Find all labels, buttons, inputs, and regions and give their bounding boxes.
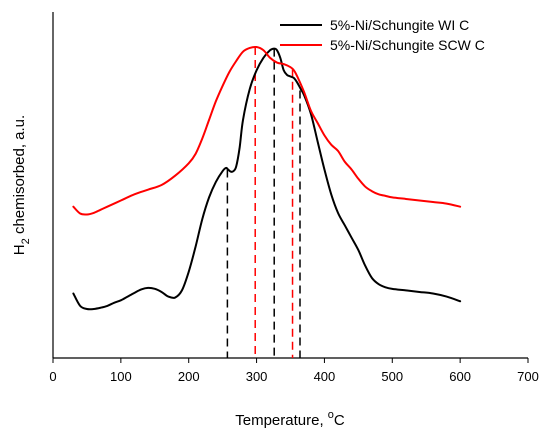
x-tick-label: 200 — [178, 369, 200, 384]
x-axis-title-main: Temperature, — [235, 412, 328, 429]
y-axis-title-main: H — [11, 244, 28, 255]
legend: 5%-Ni/Schungite WI C 5%-Ni/Schungite SCW … — [280, 17, 485, 53]
peak-marker-lines — [226, 47, 301, 358]
x-axis-title-superscript: o — [328, 409, 334, 421]
x-axis-ticks: 0 100 200 300 400 500 600 700 — [49, 358, 539, 384]
x-tick-label: 400 — [314, 369, 336, 384]
y-axis-title-subscript: 2 — [20, 238, 32, 244]
y-axis-title: H2 chemisorbed, a.u. — [11, 115, 32, 255]
x-tick-label: 700 — [517, 369, 539, 384]
series-line-2 — [72, 45, 462, 216]
x-tick-label: 600 — [449, 369, 471, 384]
y-axis-title-rest: chemisorbed, a.u. — [11, 115, 28, 238]
x-tick-label: 500 — [381, 369, 403, 384]
x-tick-label: 300 — [246, 369, 268, 384]
series-group — [72, 45, 462, 311]
series-line-1 — [72, 47, 462, 311]
legend-label: 5%-Ni/Schungite SCW C — [330, 37, 485, 53]
x-tick-label: 100 — [110, 369, 132, 384]
legend-label: 5%-Ni/Schungite WI C — [330, 17, 469, 33]
x-tick-label: 0 — [49, 369, 56, 384]
x-axis-title: Temperature, oC — [235, 409, 345, 429]
x-axis-title-unit: C — [334, 412, 345, 429]
